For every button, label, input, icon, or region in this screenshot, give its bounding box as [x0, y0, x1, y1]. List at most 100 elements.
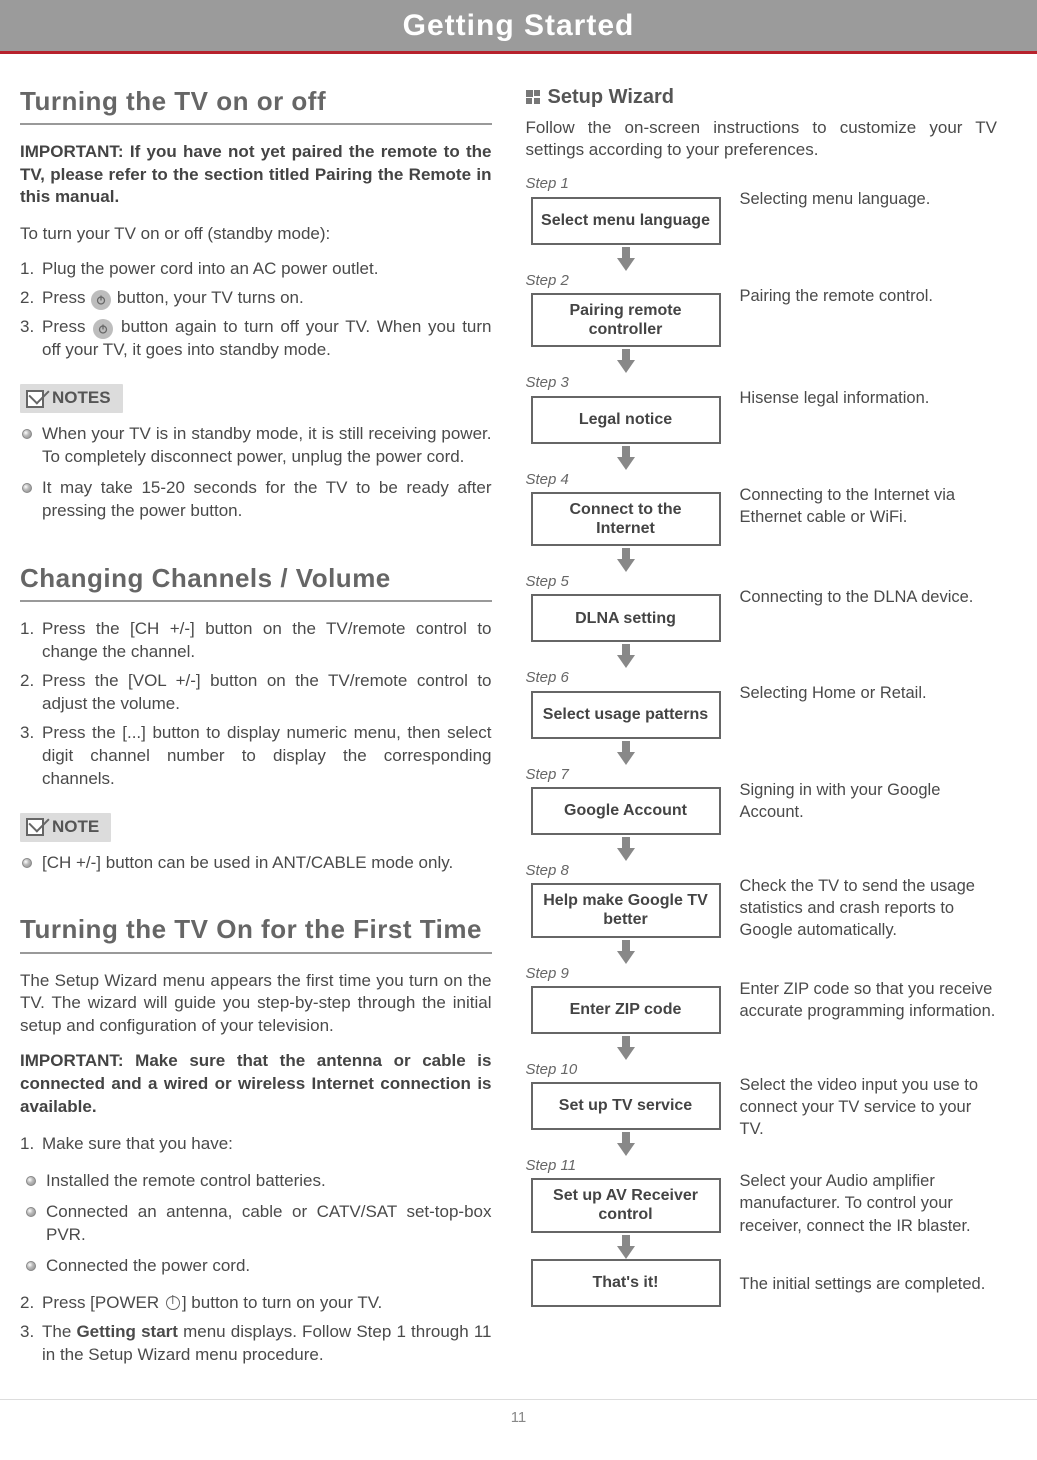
text-fragment: Press [POWER	[42, 1293, 164, 1312]
step-text: Press the [CH +/-] button on the TV/remo…	[42, 618, 492, 664]
checkbox-icon	[26, 390, 44, 408]
wizard-step: Step 6Select usage patternsSelecting Hom…	[526, 668, 998, 764]
power-icon	[93, 319, 113, 339]
step-number: 3.	[20, 316, 42, 362]
step-box: Select usage patterns	[531, 691, 721, 739]
list-item: 3. The Getting start menu displays. Foll…	[20, 1321, 492, 1367]
left-column: Turning the TV on or off IMPORTANT: If y…	[20, 84, 492, 1381]
setup-intro: Follow the on-screen instructions to cus…	[526, 117, 998, 163]
important-note: IMPORTANT: Make sure that the antenna or…	[20, 1050, 492, 1119]
heading-text: Setup Wizard	[548, 84, 675, 111]
step-left: Step 6 Select usage patterns	[526, 668, 726, 764]
channel-steps: 1. Press the [CH +/-] button on the TV/r…	[20, 618, 492, 791]
first-time-steps-cont: 2. Press [POWER ] button to turn on your…	[20, 1292, 492, 1367]
arrow-down-icon	[617, 1143, 635, 1156]
list-item: 3. Press the [...] button to display num…	[20, 722, 492, 791]
arrow-wrap	[531, 546, 721, 572]
step-box: Set up AV Receiver control	[531, 1178, 721, 1232]
notes-list: When your TV is in standby mode, it is s…	[20, 423, 492, 523]
power-icon	[91, 290, 111, 310]
step-description: Selecting menu language.	[740, 174, 998, 210]
list-item: 2. Press button, your TV turns on.	[20, 287, 492, 310]
arrow-wrap	[531, 938, 721, 964]
step-left: Step 10Set up TV service	[526, 1060, 726, 1156]
list-item: Installed the remote control batteries.	[24, 1170, 492, 1193]
list-item: It may take 15-20 seconds for the TV to …	[20, 477, 492, 523]
grid-icon	[526, 90, 540, 104]
list-item: 1. Make sure that you have:	[20, 1133, 492, 1156]
note-label: NOTE	[20, 813, 111, 842]
step-left: Step 9Enter ZIP code	[526, 964, 726, 1060]
step-left: Step 4Connect to the Internet	[526, 470, 726, 573]
arrow-wrap	[531, 642, 721, 668]
step-label: Step 6	[526, 668, 569, 688]
step-description: Select the video input you use to connec…	[740, 1060, 998, 1141]
step-left: Step 7Google Account	[526, 765, 726, 861]
step-description: Check the TV to send the usage statistic…	[740, 861, 998, 942]
text-fragment: ] button to turn on your TV.	[182, 1293, 382, 1312]
arrow-wrap	[531, 739, 721, 765]
section-turning-on-off: Turning the TV on or off IMPORTANT: If y…	[20, 84, 492, 523]
page-header: Getting Started	[0, 0, 1037, 51]
step-text: The Getting start menu displays. Follow …	[42, 1321, 492, 1367]
step-label: Step 10	[526, 1060, 578, 1080]
wizard-step: Step 9Enter ZIP codeEnter ZIP code so th…	[526, 964, 998, 1060]
power-steps: 1. Plug the power cord into an AC power …	[20, 258, 492, 362]
step-number: 1.	[20, 618, 42, 664]
step-description: Select your Audio amplifier manufacturer…	[740, 1156, 998, 1237]
step-label: Step 3	[526, 373, 569, 393]
paragraph: The Setup Wizard menu appears the first …	[20, 970, 492, 1039]
power-icon	[166, 1296, 180, 1310]
wizard-step: Step 8Help make Google TV betterCheck th…	[526, 861, 998, 964]
arrow-down-icon	[617, 752, 635, 765]
first-time-steps: 1. Make sure that you have:	[20, 1133, 492, 1156]
step-text: Press button again to turn off your TV. …	[42, 316, 492, 362]
wizard-step: Step 11Set up AV Receiver controlSelect …	[526, 1156, 998, 1259]
wizard-step: Step 2Pairing remote controllerPairing t…	[526, 271, 998, 374]
section-title: Changing Channels / Volume	[20, 561, 492, 602]
wizard-step: That's it! The initial settings are compl…	[526, 1259, 998, 1307]
notes-label: NOTES	[20, 384, 123, 413]
wizard-step: Step 3Legal notice Hisense legal informat…	[526, 373, 998, 469]
step-number: 1.	[20, 1133, 42, 1156]
list-item: 1. Press the [CH +/-] button on the TV/r…	[20, 618, 492, 664]
step-box: Help make Google TV better	[531, 883, 721, 937]
step-left: Step 8Help make Google TV better	[526, 861, 726, 964]
step-text: Press the [...] button to display numeri…	[42, 722, 492, 791]
step-description: The initial settings are completed.	[740, 1259, 998, 1295]
step-number: 1.	[20, 258, 42, 281]
step-text: Press [POWER ] button to turn on your TV…	[42, 1292, 492, 1315]
wizard-step: Step 4Connect to the InternetConnecting …	[526, 470, 998, 573]
checkbox-icon	[26, 818, 44, 836]
prerequisite-list: Installed the remote control batteries. …	[20, 1170, 492, 1278]
arrow-down-icon	[617, 848, 635, 861]
step-number: 2.	[20, 670, 42, 716]
list-item: Connected the power cord.	[24, 1255, 492, 1278]
step-label: Step 9	[526, 964, 569, 984]
step-text: Make sure that you have:	[42, 1133, 492, 1156]
arrow-down-icon	[617, 951, 635, 964]
step-description: Hisense legal information.	[740, 373, 998, 409]
step-box: That's it!	[531, 1259, 721, 1307]
step-left: Step 5DLNA setting	[526, 572, 726, 668]
arrow-down-icon	[617, 655, 635, 668]
list-item: 3. Press button again to turn off your T…	[20, 316, 492, 362]
step-box: Enter ZIP code	[531, 986, 721, 1034]
note-list: [CH +/-] button can be used in ANT/CABLE…	[20, 852, 492, 875]
step-left: Step 2Pairing remote controller	[526, 271, 726, 374]
step-left: Step 11Set up AV Receiver control	[526, 1156, 726, 1259]
step-label: Step 2	[526, 271, 569, 291]
step-label: Step 8	[526, 861, 569, 881]
list-item: When your TV is in standby mode, it is s…	[20, 423, 492, 469]
step-text: Press the [VOL +/-] button on the TV/rem…	[42, 670, 492, 716]
step-number: 3.	[20, 1321, 42, 1367]
important-note: IMPORTANT: If you have not yet paired th…	[20, 141, 492, 210]
section-title: Turning the TV on or off	[20, 84, 492, 125]
step-left: Step 1Select menu language	[526, 174, 726, 270]
step-label: Step 11	[526, 1156, 577, 1176]
step-number: 2.	[20, 287, 42, 310]
arrow-wrap	[531, 835, 721, 861]
step-box: Google Account	[531, 787, 721, 835]
text-fragment: The	[42, 1322, 76, 1341]
step-left: Step 3Legal notice	[526, 373, 726, 469]
